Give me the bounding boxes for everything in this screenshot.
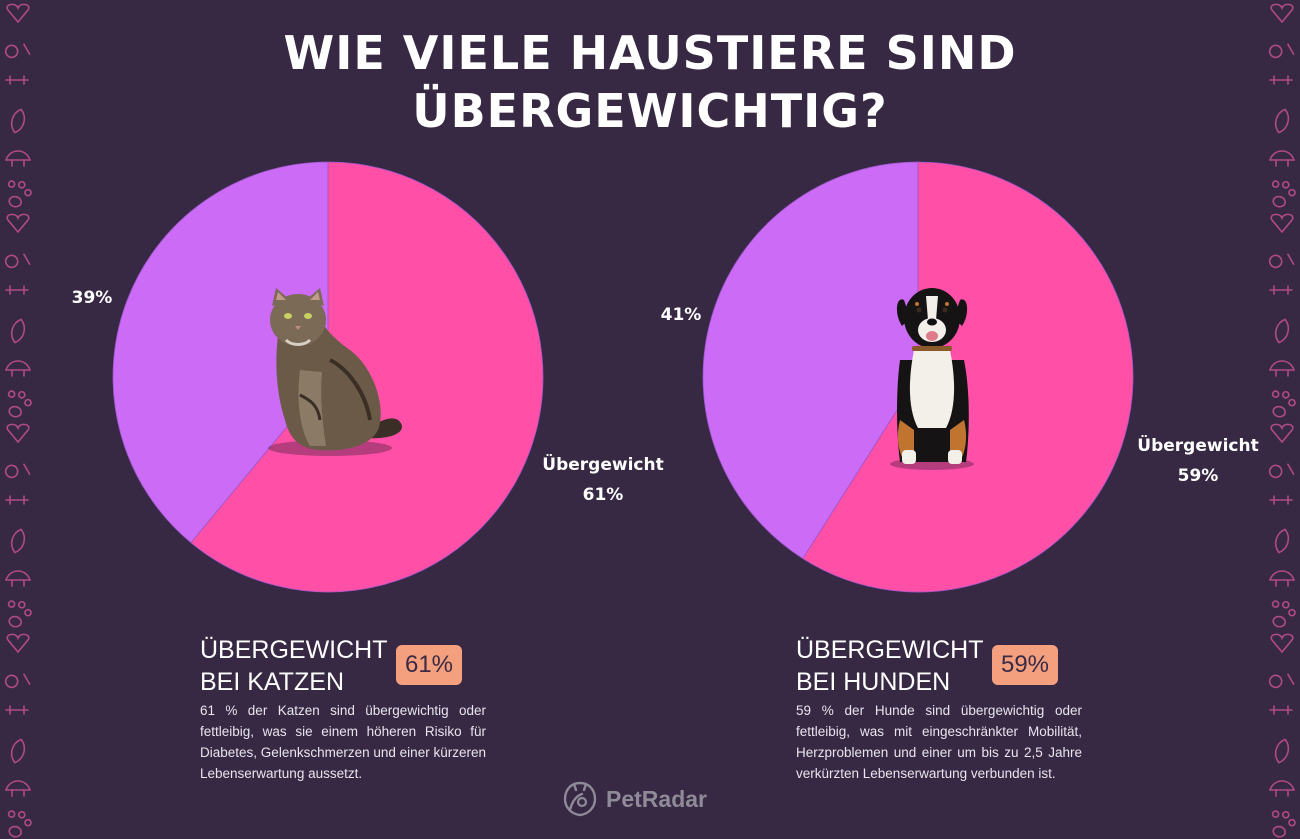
right-doodle-border (1268, 3, 1296, 838)
pie-1-label-0-value: 59% (1178, 466, 1219, 486)
pie-0-label-1-value: 39% (72, 288, 113, 308)
dog-block-title-line-2: BEI HUNDEN (796, 668, 951, 696)
page-title: WIE VIELE HAUSTIERE SIND ÜBERGEWICHTIG? (0, 24, 1300, 140)
dog-photo (890, 288, 974, 470)
cat-percent-badge: 61% (396, 645, 462, 685)
pie-0-label-0-value: 61% (583, 485, 624, 505)
pie-0-slice-1 (112, 161, 329, 544)
cat-photo (268, 288, 402, 456)
dog-block-title: ÜBERGEWICHT BEI HUNDEN (796, 634, 984, 698)
title-line-1: WIE VIELE HAUSTIERE SIND (283, 26, 1017, 80)
left-doodle-border (4, 3, 32, 838)
pie-1-slice-1 (702, 161, 919, 560)
pie-1-label-0-name: Übergewicht (1137, 434, 1258, 456)
cat-block-title-line-1: ÜBERGEWICHT (200, 636, 388, 664)
dog-percent-badge: 59% (992, 645, 1058, 685)
pie-1-label-1-value: 41% (661, 305, 702, 325)
pie-0-label-0-name: Übergewicht (542, 453, 663, 475)
petradar-logo: PetRadar (562, 778, 707, 820)
pie-1-slice-0 (802, 161, 1134, 593)
logo-text: PetRadar (606, 785, 707, 812)
dog-description: 59 % der Hunde sind übergewichtig oder f… (796, 703, 1082, 781)
title-line-2: ÜBERGEWICHTIG? (412, 84, 888, 138)
cat-block-title-line-2: BEI KATZEN (200, 668, 345, 696)
petradar-logo-icon (563, 781, 597, 817)
cat-block-title: ÜBERGEWICHT BEI KATZEN (200, 634, 388, 698)
cat-description: 61 % der Katzen sind übergewichtig oder … (200, 703, 486, 781)
dog-block-title-line-1: ÜBERGEWICHT (796, 636, 984, 664)
